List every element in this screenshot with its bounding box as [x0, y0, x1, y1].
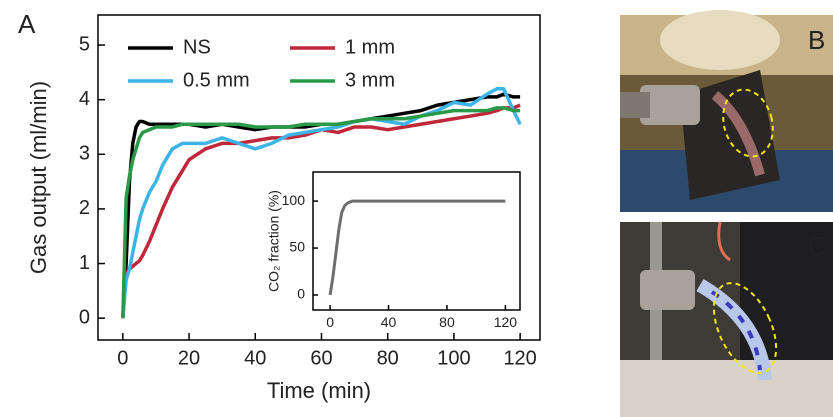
legend-label: 0.5 mm	[183, 69, 250, 91]
x-tick-label: 0	[326, 314, 334, 330]
x-tick-label: 100	[437, 347, 470, 369]
data-line	[121, 86, 522, 319]
photo-c: C	[620, 221, 833, 417]
y-tick-label: 1	[79, 252, 90, 274]
y-tick-label: 4	[79, 88, 90, 110]
x-tick-label: 20	[178, 347, 200, 369]
y-axis-label: Gas output (ml/min)	[26, 81, 51, 274]
data-line	[328, 199, 506, 296]
y-tick-label: 2	[79, 197, 90, 219]
x-tick-label: 80	[439, 314, 455, 330]
x-tick-label: 60	[310, 347, 332, 369]
data-line	[121, 103, 521, 319]
x-tick-label: 0	[117, 347, 128, 369]
legend-label: 1 mm	[345, 36, 395, 58]
legend-label: 3 mm	[345, 69, 395, 91]
panel-label: B	[808, 25, 825, 55]
legend-label: NS	[183, 36, 211, 58]
x-tick-label: 40	[381, 314, 397, 330]
plot-frame	[312, 171, 521, 311]
y-tick-label: 3	[79, 143, 90, 165]
y-tick-label: 50	[289, 239, 305, 255]
photo-b: B	[620, 10, 833, 212]
y-tick-label: 0	[297, 286, 305, 302]
panel-label: C	[808, 231, 827, 261]
x-tick-label: 120	[494, 314, 518, 330]
y-tick-label: 5	[79, 33, 90, 55]
x-axis-label: Time (min)	[267, 378, 371, 403]
x-tick-label: 80	[377, 347, 399, 369]
data-line	[121, 106, 521, 319]
y-tick-label: 100	[282, 192, 306, 208]
y-axis-label: CO₂ fraction (%)	[266, 190, 282, 292]
panel-label: A	[18, 9, 36, 39]
x-tick-label: 40	[244, 347, 266, 369]
x-tick-label: 120	[503, 347, 536, 369]
y-tick-label: 0	[79, 306, 90, 328]
